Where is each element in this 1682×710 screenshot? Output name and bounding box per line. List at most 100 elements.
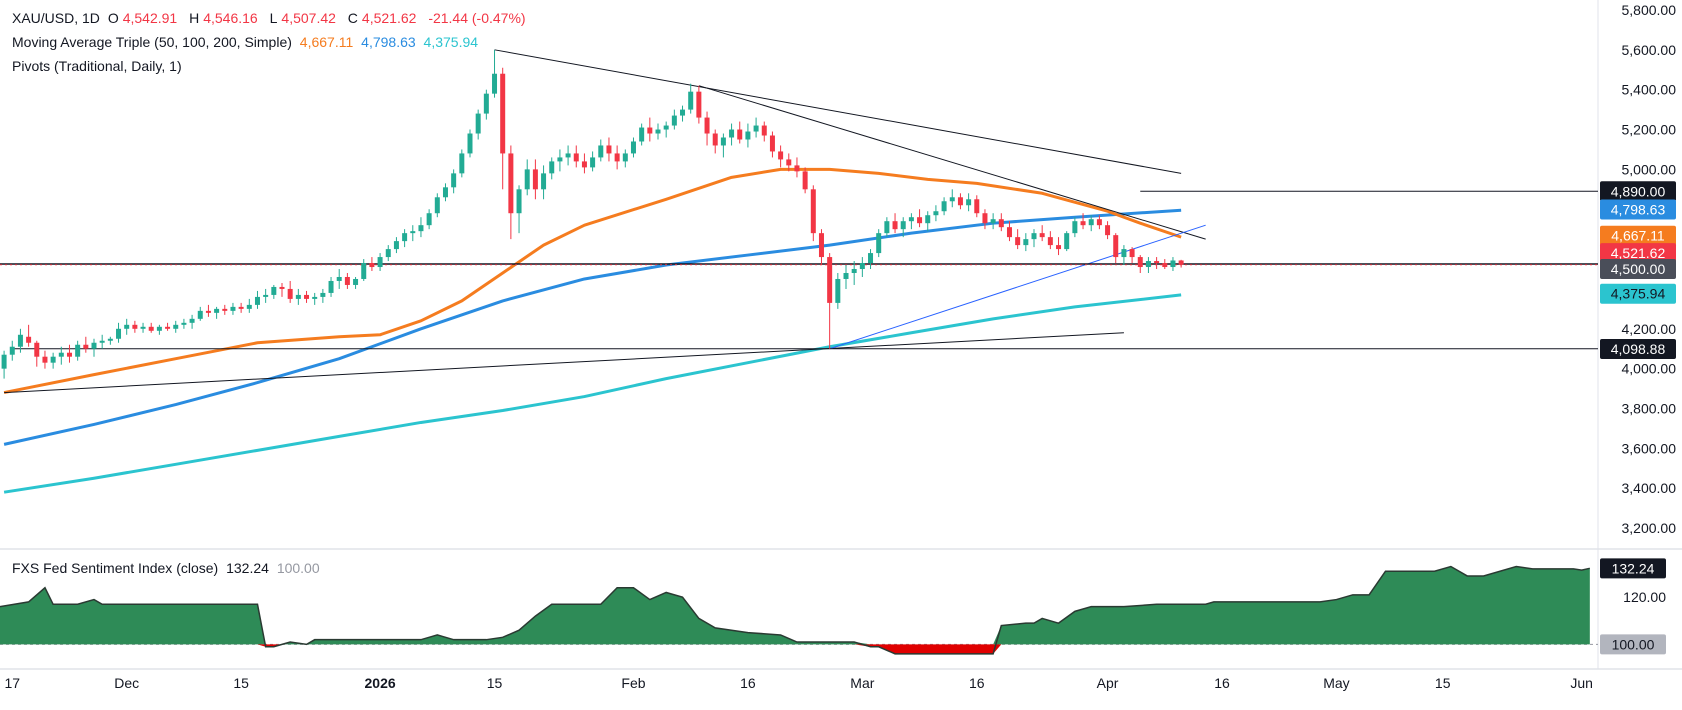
candle-body[interactable]: [328, 280, 334, 293]
candle-body[interactable]: [393, 241, 399, 250]
candle-body[interactable]: [426, 213, 432, 226]
symbol-title[interactable]: XAU/USD, 1D: [12, 10, 100, 26]
candle-body[interactable]: [729, 129, 735, 138]
candle-body[interactable]: [655, 129, 661, 134]
candle-body[interactable]: [541, 173, 547, 190]
candle-body[interactable]: [1047, 237, 1053, 246]
candle-body[interactable]: [263, 294, 269, 297]
candle-body[interactable]: [818, 233, 824, 258]
trendline-2[interactable]: [698, 85, 1206, 240]
candle-body[interactable]: [590, 157, 596, 168]
candle-body[interactable]: [1015, 237, 1021, 246]
candle-body[interactable]: [778, 151, 784, 160]
candle-body[interactable]: [769, 135, 775, 152]
candle-body[interactable]: [696, 91, 702, 118]
candle-body[interactable]: [50, 356, 56, 363]
candle-body[interactable]: [295, 294, 301, 299]
candle-body[interactable]: [827, 257, 833, 303]
candle-body[interactable]: [917, 217, 923, 224]
candle-body[interactable]: [1129, 249, 1135, 258]
candle-body[interactable]: [761, 125, 767, 136]
candle-body[interactable]: [974, 199, 980, 214]
candle-body[interactable]: [42, 356, 48, 363]
candle-body[interactable]: [1096, 219, 1102, 226]
candle-body[interactable]: [34, 342, 40, 357]
candle-body[interactable]: [222, 308, 228, 311]
candle-body[interactable]: [794, 165, 800, 172]
candle-body[interactable]: [83, 344, 89, 349]
candle-body[interactable]: [622, 153, 628, 162]
candle-body[interactable]: [532, 169, 538, 190]
candle-body[interactable]: [1113, 235, 1119, 258]
candle-body[interactable]: [810, 189, 816, 234]
candle-body[interactable]: [998, 219, 1004, 228]
candle-body[interactable]: [957, 197, 963, 206]
candle-body[interactable]: [549, 161, 555, 174]
trendline-1[interactable]: [494, 49, 1182, 174]
candle-body[interactable]: [254, 296, 260, 305]
candle-body[interactable]: [124, 324, 130, 329]
candle-body[interactable]: [508, 153, 514, 214]
candle-body[interactable]: [361, 263, 367, 279]
candle-body[interactable]: [1145, 261, 1151, 268]
candle-body[interactable]: [639, 127, 645, 142]
candle-body[interactable]: [156, 326, 162, 331]
candle-body[interactable]: [573, 153, 579, 162]
candle-body[interactable]: [1088, 219, 1094, 226]
candle-body[interactable]: [197, 310, 203, 319]
candle-body[interactable]: [524, 169, 530, 190]
candle-body[interactable]: [287, 288, 293, 299]
candle-body[interactable]: [1178, 260, 1184, 265]
candle-body[interactable]: [606, 145, 612, 154]
candle-body[interactable]: [148, 326, 154, 331]
candle-body[interactable]: [1064, 233, 1070, 250]
candle-body[interactable]: [75, 344, 81, 357]
candle-body[interactable]: [1006, 227, 1012, 238]
candle-body[interactable]: [802, 171, 808, 190]
candle-body[interactable]: [91, 342, 97, 349]
candle-body[interactable]: [189, 318, 195, 323]
trendline-4[interactable]: [829, 224, 1206, 350]
candle-body[interactable]: [26, 336, 32, 343]
candle-body[interactable]: [9, 346, 15, 355]
candle-body[interactable]: [467, 133, 473, 154]
candle-body[interactable]: [214, 308, 220, 313]
candle-body[interactable]: [908, 217, 914, 222]
candle-body[interactable]: [565, 153, 571, 158]
candle-body[interactable]: [941, 201, 947, 212]
candle-body[interactable]: [720, 137, 726, 146]
candle-body[interactable]: [557, 157, 563, 162]
candle-body[interactable]: [58, 352, 64, 357]
candle-body[interactable]: [680, 109, 686, 116]
candle-body[interactable]: [173, 324, 179, 329]
candle-body[interactable]: [369, 263, 375, 268]
candle-body[interactable]: [1072, 221, 1078, 234]
candle-body[interactable]: [876, 233, 882, 254]
candle-body[interactable]: [246, 304, 252, 309]
candle-body[interactable]: [1031, 233, 1037, 240]
candle-body[interactable]: [442, 187, 448, 198]
candle-body[interactable]: [859, 263, 865, 270]
candle-body[interactable]: [181, 322, 187, 325]
sub-title[interactable]: FXS Fed Sentiment Index (close): [12, 560, 219, 576]
candle-body[interactable]: [66, 352, 72, 357]
candle-body[interactable]: [377, 257, 383, 268]
candle-body[interactable]: [949, 197, 955, 202]
candle-body[interactable]: [900, 221, 906, 230]
candle-body[interactable]: [598, 145, 604, 158]
candle-body[interactable]: [483, 93, 489, 114]
candle-body[interactable]: [1121, 249, 1127, 258]
candle-body[interactable]: [344, 276, 350, 285]
candle-body[interactable]: [500, 73, 506, 154]
candle-body[interactable]: [581, 161, 587, 168]
candle-body[interactable]: [459, 153, 465, 174]
candle-body[interactable]: [737, 129, 743, 140]
candle-body[interactable]: [630, 141, 636, 154]
candle-body[interactable]: [434, 197, 440, 214]
candle-body[interactable]: [925, 215, 931, 224]
candle-body[interactable]: [892, 221, 898, 230]
candle-body[interactable]: [451, 173, 457, 188]
candle-body[interactable]: [165, 326, 171, 329]
candle-body[interactable]: [402, 233, 408, 242]
